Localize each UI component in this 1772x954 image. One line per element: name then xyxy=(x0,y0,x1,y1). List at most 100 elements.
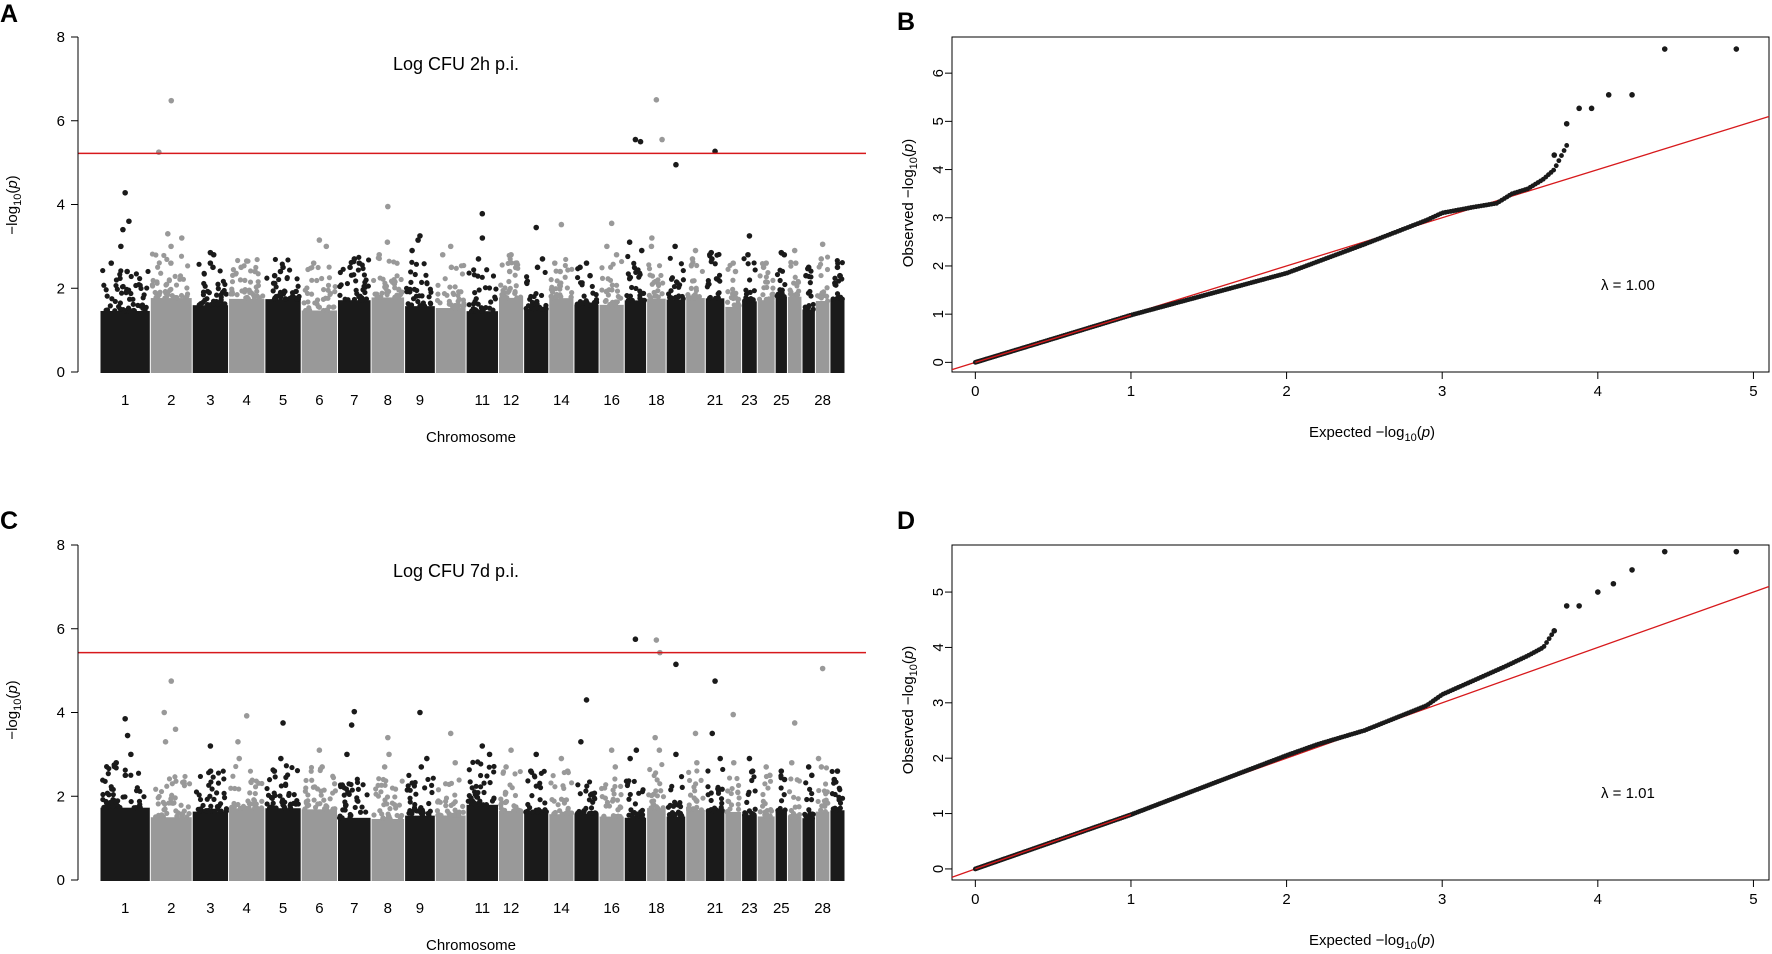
chr-3-point xyxy=(200,299,206,305)
chr-26-point xyxy=(788,776,794,782)
chr-26-point xyxy=(795,278,801,285)
snp-point xyxy=(108,260,115,266)
snp-point xyxy=(235,739,241,745)
chr-12-bulk xyxy=(498,297,524,373)
panel-label-d: D xyxy=(897,507,915,535)
chr-14-point xyxy=(557,283,564,289)
chr-23-point xyxy=(747,289,753,295)
chr-5-point xyxy=(289,764,295,771)
chr-10-point xyxy=(434,808,441,814)
y-tick-label: 2 xyxy=(930,754,947,762)
snp-point xyxy=(673,751,679,758)
chr-18-point xyxy=(651,279,657,285)
chr-19-point xyxy=(672,799,678,805)
snp-point xyxy=(819,665,826,672)
chr-1-point xyxy=(123,772,129,778)
chr-20-point xyxy=(700,795,706,801)
chr-1-point xyxy=(106,765,112,772)
chr-15-point xyxy=(576,301,582,308)
chr-12-point xyxy=(517,768,523,775)
chr-18-point xyxy=(658,788,664,794)
chr-2-point xyxy=(184,285,190,291)
chr-13-point xyxy=(531,773,537,779)
chr-6-point xyxy=(309,777,315,783)
chr-17-point xyxy=(637,270,643,276)
snp-point xyxy=(344,751,350,758)
chr-6-point xyxy=(312,300,318,306)
snp-point xyxy=(351,256,358,262)
chr-14-point xyxy=(558,294,564,300)
chr-10-point xyxy=(452,799,458,805)
chr-14-point xyxy=(556,808,563,814)
snp-point xyxy=(356,260,363,266)
chr-20-point xyxy=(698,807,705,813)
snp-point xyxy=(210,251,217,258)
chr-17-point xyxy=(639,815,646,821)
chr-9-point xyxy=(426,800,432,807)
chr-2-point xyxy=(164,293,170,299)
snp-point xyxy=(831,776,838,783)
chr-2-point xyxy=(167,287,173,293)
chr-11-point xyxy=(484,773,490,779)
snp-point xyxy=(730,759,737,766)
chr-7-point xyxy=(337,813,343,819)
qq-point xyxy=(1549,632,1555,638)
chr-17-point xyxy=(636,274,642,280)
chr-2-point xyxy=(164,256,170,262)
chr-1-point xyxy=(137,788,143,794)
chr-24-point xyxy=(757,273,763,279)
chr-20-bulk xyxy=(686,298,705,373)
x-tick-label: 2 xyxy=(167,392,175,409)
chr-17-point xyxy=(640,290,647,296)
chr-2-point xyxy=(156,793,162,800)
chr-19-bulk xyxy=(666,299,686,373)
chr-19-point xyxy=(669,275,676,281)
chr-16-point xyxy=(619,258,625,265)
chr-6-point xyxy=(316,304,323,310)
chr-24-point xyxy=(762,781,768,787)
chr-6-point xyxy=(312,784,318,790)
chr-22-point xyxy=(733,290,739,296)
chr-7-point xyxy=(363,296,370,302)
chr-27-point xyxy=(804,796,810,803)
chr-28-point xyxy=(822,781,829,787)
chr-10-point xyxy=(458,263,465,269)
chr-16-point xyxy=(613,282,620,288)
chr-2-point xyxy=(178,292,185,299)
qq-outlier-point xyxy=(1551,152,1558,158)
chr-11-point xyxy=(493,286,499,292)
chr-2-point xyxy=(169,781,175,787)
snp-point xyxy=(788,759,795,766)
chr-11-point xyxy=(492,294,498,300)
chr-7-point xyxy=(344,280,351,287)
chr-17-point xyxy=(626,796,632,802)
chr-5-point xyxy=(278,783,284,789)
x-axis-label-a: Chromosome xyxy=(426,429,516,446)
chr-6-point xyxy=(318,792,324,798)
chr-22-point xyxy=(728,790,734,797)
chr-11-point xyxy=(488,299,494,305)
chr-7-point xyxy=(342,807,348,813)
x-tick-label: 9 xyxy=(416,900,424,917)
chr-2-point xyxy=(152,289,158,296)
chr-16-point xyxy=(617,813,623,820)
chr-9-point xyxy=(411,807,417,813)
chr-2-point xyxy=(164,281,170,287)
chr-2-point xyxy=(181,808,187,814)
snp-point xyxy=(385,734,391,741)
snp-point xyxy=(583,697,590,703)
snp-point xyxy=(323,243,330,250)
chr-16-point xyxy=(612,776,618,782)
snp-point xyxy=(649,235,655,241)
chr-27-point xyxy=(809,811,815,817)
chr-24-point xyxy=(757,809,763,815)
chr-11-point xyxy=(478,761,484,767)
snp-point xyxy=(613,251,620,258)
chr-23-point xyxy=(744,799,750,805)
chr-5-point xyxy=(286,267,293,273)
chr-1-point xyxy=(101,282,107,288)
chr-14-point xyxy=(562,274,568,280)
chr-4-point xyxy=(259,798,265,804)
chr-3-point xyxy=(223,806,230,812)
x-tick-label: 8 xyxy=(384,900,392,917)
